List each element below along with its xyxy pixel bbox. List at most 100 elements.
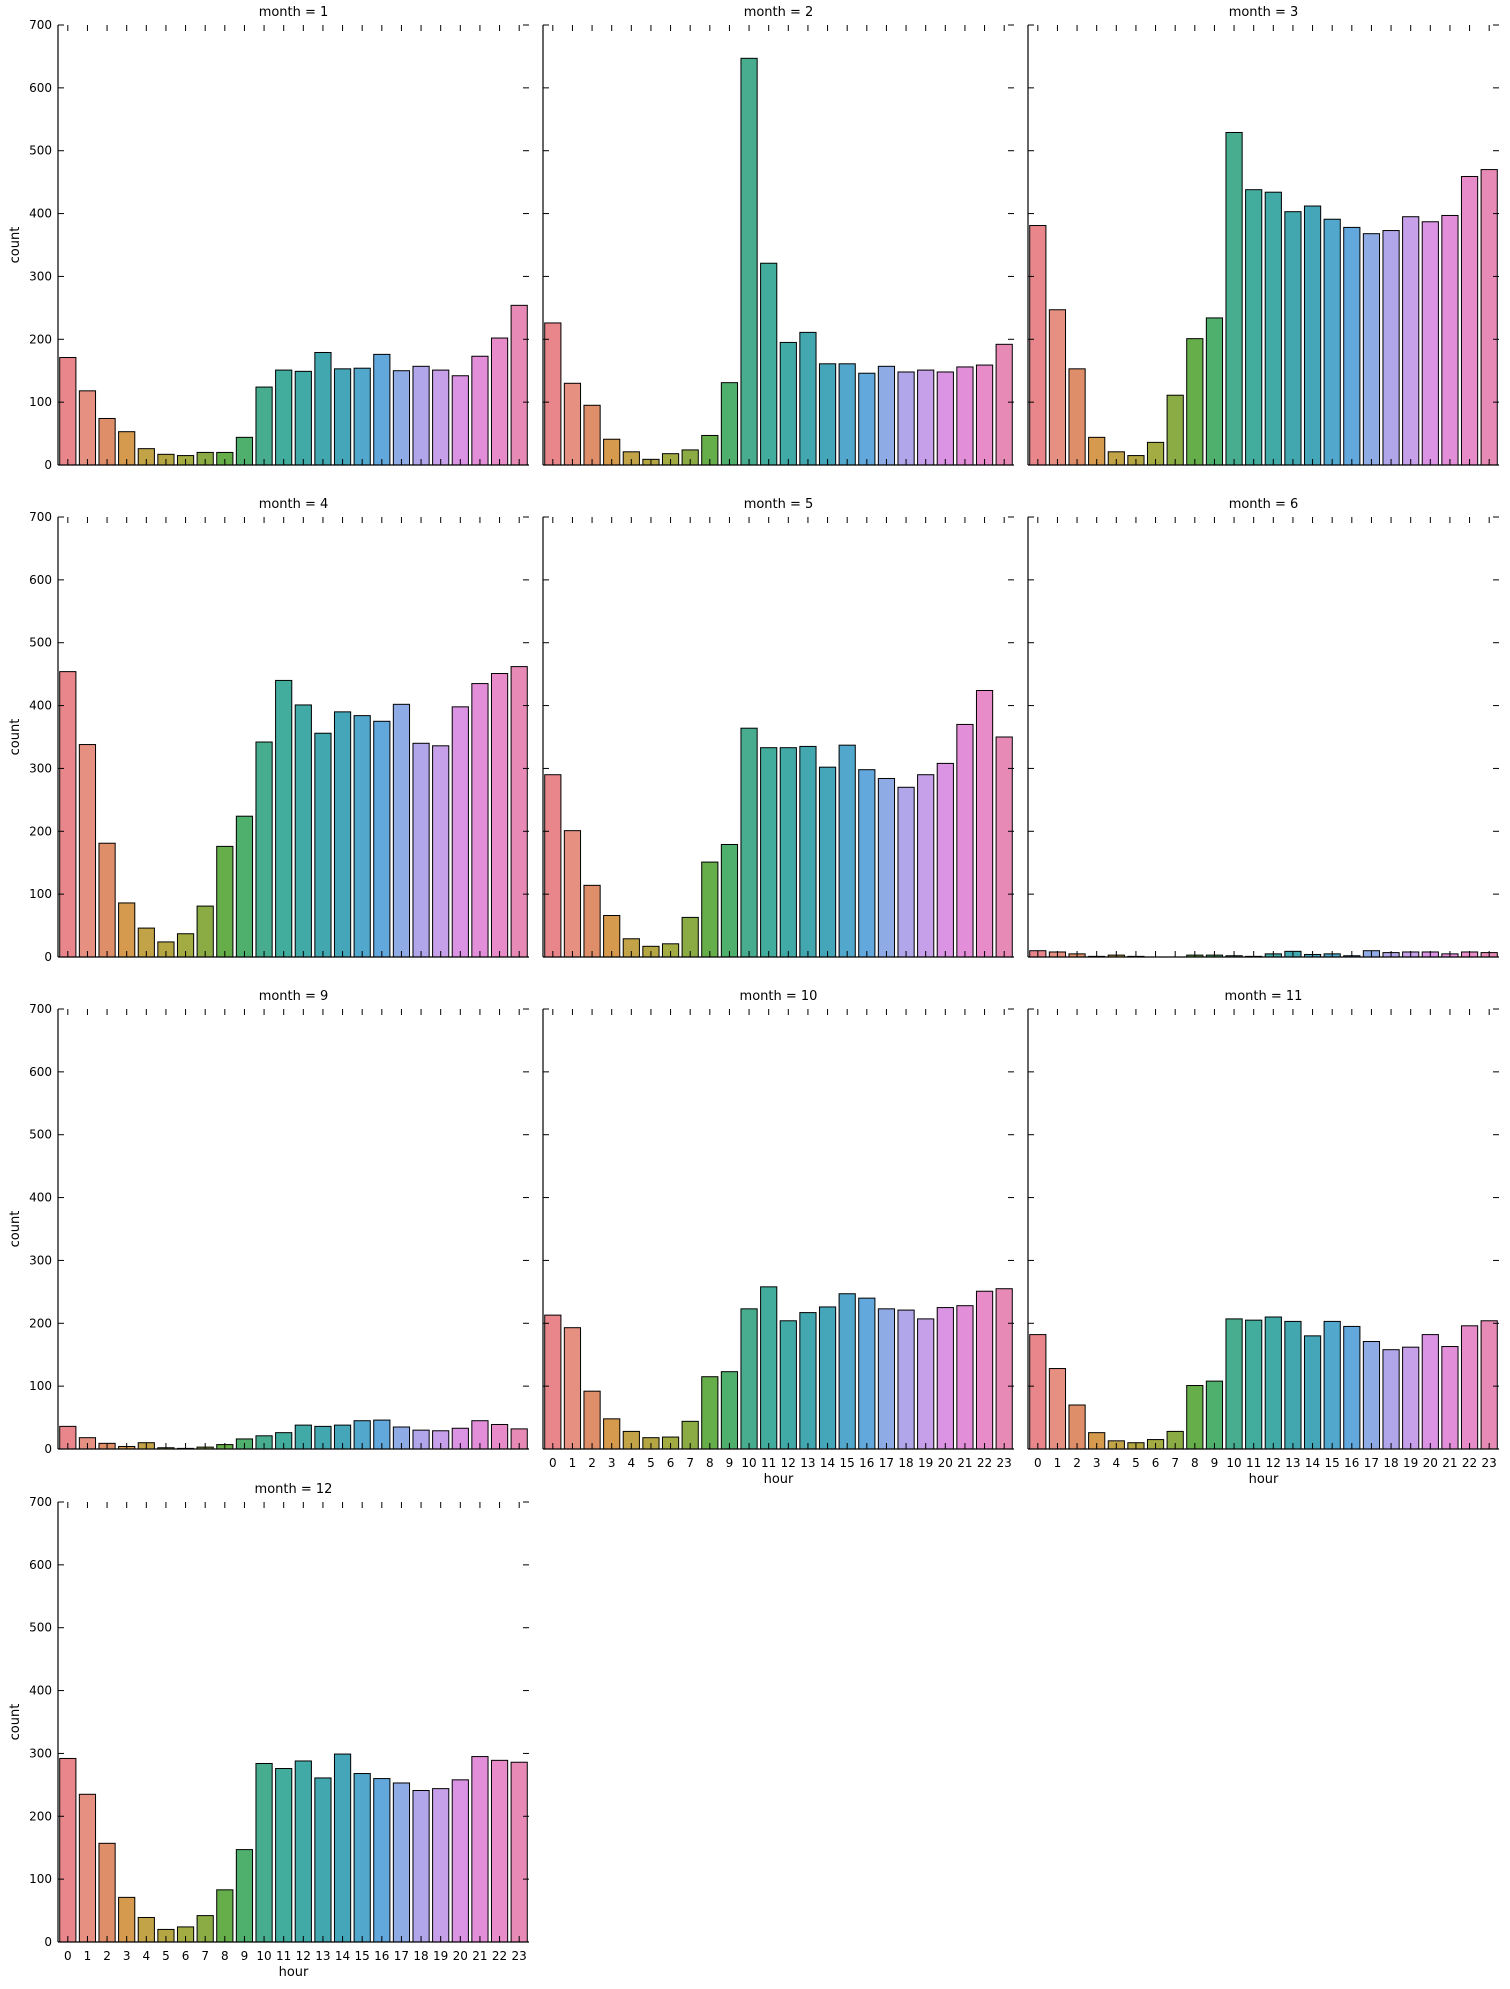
bar [917,1318,935,1450]
bar [1284,1320,1302,1450]
x-tick-label: 4 [142,1949,150,1963]
bar [1362,233,1381,466]
bar [838,744,856,958]
y-tick-label: 0 [44,458,52,472]
bar [471,683,489,958]
bar [858,769,876,958]
x-tick-label: 11 [761,1456,776,1470]
bar [563,1327,582,1450]
bar [1323,218,1341,466]
facet-panel: month = 110 1 2 3 4 5 6 7 8 9 10 11 12 13 14 15 16 17 18 19… [1027,989,1499,1487]
bar [98,417,116,466]
x-tick-label: 3 [1093,1456,1101,1470]
bar [1245,189,1263,466]
x-tick-label: 19 [918,1456,933,1470]
bar [1068,368,1086,466]
facet-panel: month = 3 [1027,5,1499,466]
y-tick-label: 100 [29,395,52,409]
bar [412,365,430,466]
bar [255,741,273,958]
bar [353,1773,371,1943]
x-tick-label: 11 [1246,1456,1261,1470]
bar [995,1288,1013,1450]
bar [78,390,97,466]
panel-title: month = 11 [1225,989,1303,1004]
x-tick-label: 17 [394,1949,409,1963]
y-tick-label: 300 [29,1253,52,1267]
x-tick-label: 6 [1152,1456,1160,1470]
y-axis-label: count [8,227,23,264]
x-tick-label: 8 [221,1949,229,1963]
y-tick-label: 400 [29,1191,52,1205]
bar [353,367,371,466]
bar [583,404,601,466]
bar [510,1761,528,1943]
x-tick-label: 21 [472,1949,487,1963]
bar [720,382,739,466]
x-tick-label: 13 [800,1456,815,1470]
panel-title: month = 10 [740,989,818,1004]
x-tick-label: 1 [569,1456,577,1470]
x-tick-label: 6 [182,1949,190,1963]
bar [1284,211,1302,466]
x-tick-label: 14 [1305,1456,1320,1470]
facet-panel: month = 4 0 100 200 300 400 500 600 700 count [8,497,529,964]
bar [583,1390,601,1450]
bar [936,1307,954,1450]
bar [1441,214,1459,466]
bar [314,351,332,466]
bar [838,1293,856,1450]
bar [412,1790,430,1943]
y-tick-label: 0 [44,1442,52,1456]
y-tick-label: 300 [29,269,52,283]
bar [98,1842,116,1943]
bar [392,703,411,958]
x-tick-label: 15 [840,1456,855,1470]
bar [1264,191,1282,466]
bar [255,386,273,466]
x-tick-label: 19 [433,1949,448,1963]
facet-panel: month = 2 [542,5,1014,466]
bar [1225,131,1243,466]
bar [779,1320,797,1450]
y-tick-label: 700 [29,510,52,524]
bar [294,704,312,958]
bar [1382,1349,1400,1450]
x-tick-label: 22 [492,1949,507,1963]
bar [720,843,739,958]
x-tick-label: 9 [726,1456,734,1470]
x-tick-label: 12 [296,1949,311,1963]
bar [799,331,817,466]
bar [59,357,77,466]
y-tick-label: 0 [44,1935,52,1949]
bar [779,747,797,958]
bar [603,915,621,958]
bar [118,902,136,958]
bar [373,353,391,466]
x-tick-label: 11 [276,1949,291,1963]
x-axis-label: hour [764,1472,794,1487]
bar [275,1768,293,1943]
x-tick-label: 9 [241,1949,249,1963]
x-tick-label: 22 [1462,1456,1477,1470]
x-tick-label: 23 [512,1949,527,1963]
bar [1048,309,1067,466]
bar [1245,1319,1263,1450]
x-tick-label: 9 [1211,1456,1219,1470]
facet-panel: month = 100 1 2 3 4 5 6 7 8 9 10 11 12 13 14 15 16 17 18 19… [542,989,1014,1487]
y-tick-label: 100 [29,887,52,901]
y-tick-label: 200 [29,1809,52,1823]
x-tick-label: 12 [781,1456,796,1470]
x-tick-label: 14 [335,1949,350,1963]
bar [275,679,293,958]
bar [544,322,562,466]
x-tick-label: 5 [1132,1456,1140,1470]
bar [373,720,391,958]
facet-panel: month = 5 [542,497,1014,958]
bar [917,369,935,466]
x-tick-label: 22 [977,1456,992,1470]
y-tick-label: 500 [29,144,52,158]
x-tick-label: 13 [1285,1456,1300,1470]
bar [471,355,489,466]
